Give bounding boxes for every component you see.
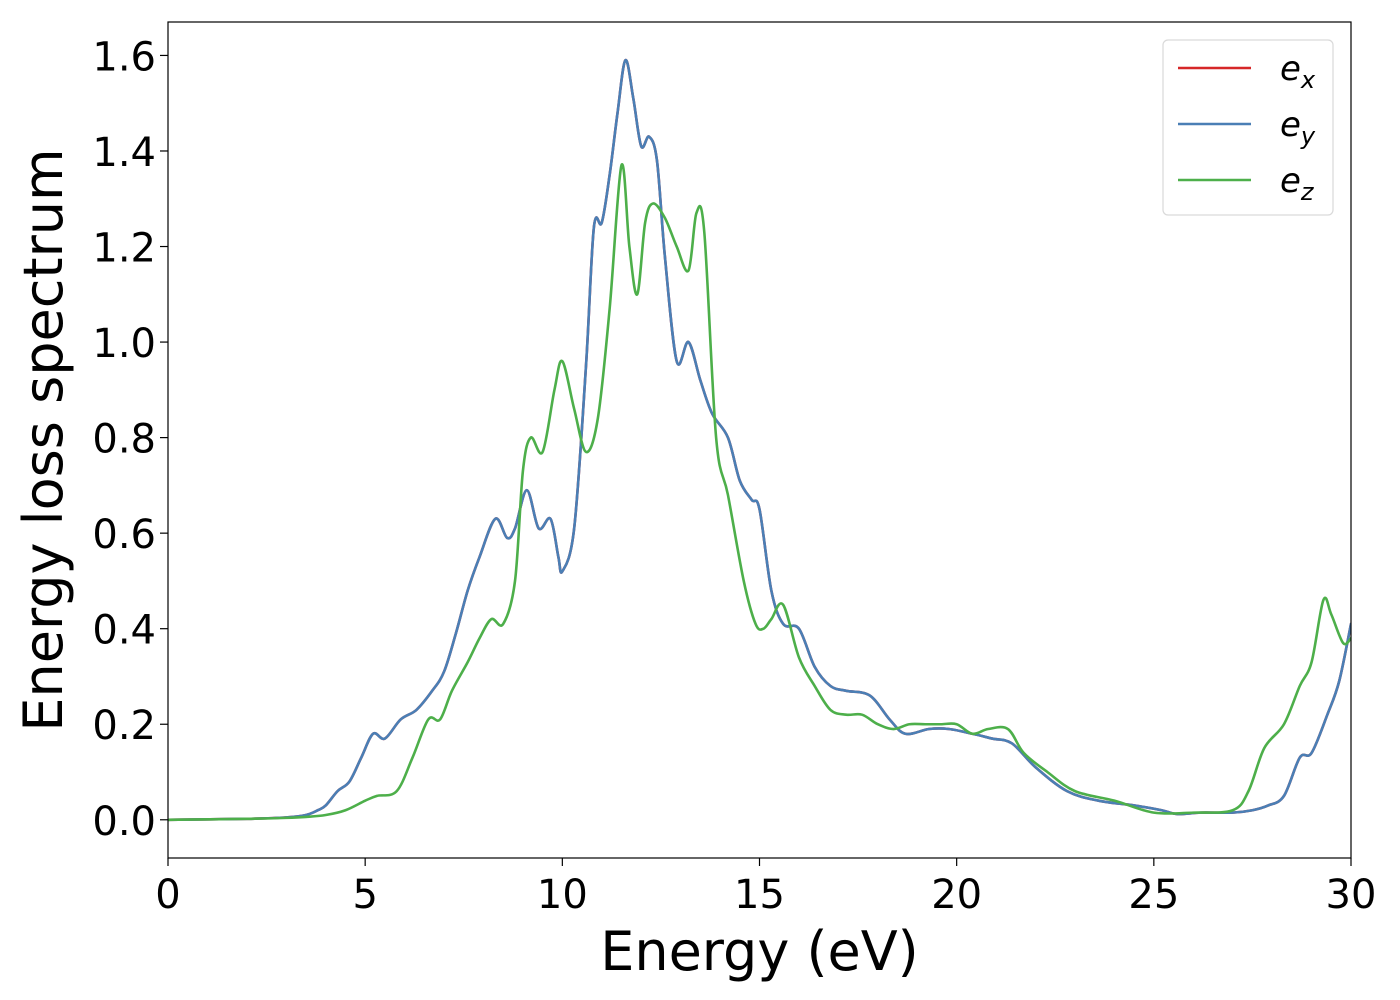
x-axis: 0 5 10 15 20 25 30 (155, 858, 1376, 918)
legend-label-ez: ez (1280, 161, 1315, 206)
y-tick-label: 1.2 (92, 226, 156, 272)
y-tick-label: 0.8 (92, 417, 156, 463)
y-tick-label: 1.6 (92, 34, 156, 80)
y-tick-label: 0.0 (92, 799, 156, 845)
x-tick-label: 25 (1128, 872, 1179, 918)
legend-label-ey: ey (1280, 105, 1316, 150)
series-layer (168, 58, 1351, 822)
y-axis: 0.0 0.2 0.4 0.6 0.8 1.0 1.2 1.4 1.6 (92, 34, 168, 845)
x-tick-label: 0 (155, 872, 180, 918)
y-tick-label: 1.4 (92, 130, 156, 176)
x-tick-label: 5 (352, 872, 377, 918)
y-axis-label: Energy loss spectrum (12, 148, 75, 731)
series-line-ez (168, 163, 1351, 822)
y-tick-label: 0.2 (92, 703, 156, 749)
x-tick-label: 10 (537, 872, 588, 918)
y-tick-label: 1.0 (92, 321, 156, 367)
legend: ex ey ez (1162, 39, 1334, 216)
series-line-ey (168, 58, 1351, 822)
legend-label-ex: ex (1280, 49, 1316, 94)
y-tick-label: 0.4 (92, 608, 156, 654)
x-axis-label: Energy (eV) (600, 920, 919, 983)
legend-box (1162, 39, 1334, 216)
x-tick-label: 30 (1326, 872, 1377, 918)
y-tick-label: 0.6 (92, 512, 156, 558)
x-tick-label: 15 (734, 872, 785, 918)
x-tick-label: 20 (931, 872, 982, 918)
